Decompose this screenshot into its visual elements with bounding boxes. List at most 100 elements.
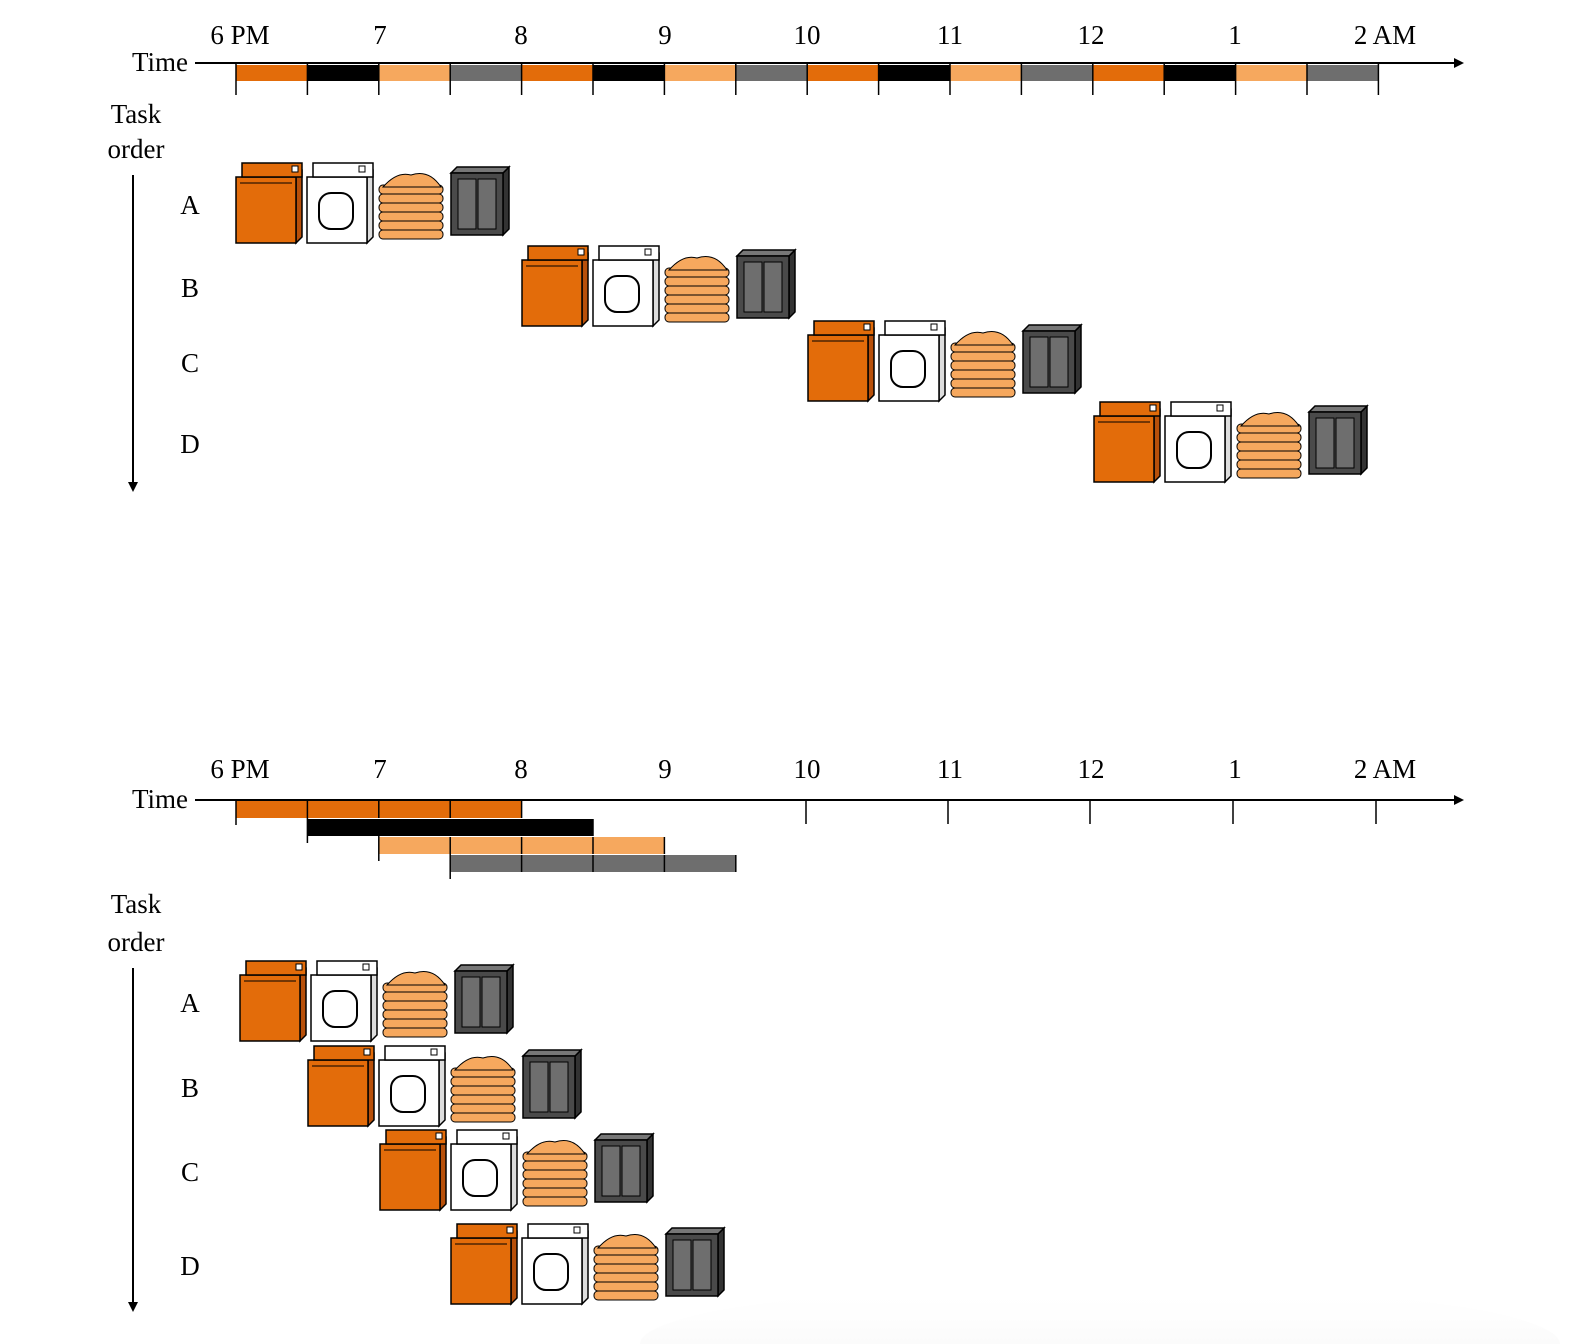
dryer-window: [462, 1159, 498, 1197]
time-label: Time: [132, 784, 188, 814]
washer-panel: [241, 162, 303, 178]
time-tick-label: 1: [1228, 754, 1242, 784]
closet-side: [502, 165, 510, 237]
folded-cloth: [450, 1103, 516, 1114]
folded-cloth: [950, 387, 1016, 398]
stage-slot: [1307, 65, 1379, 81]
dryer-side: [938, 327, 946, 403]
washer-side: [1153, 408, 1161, 484]
stage-slot: [1235, 65, 1307, 81]
dryer-knob: [362, 963, 370, 971]
closet-door: [481, 976, 501, 1028]
folded-cloth: [382, 1000, 448, 1011]
task-order-label: Task: [111, 99, 162, 129]
closet-side: [574, 1048, 582, 1120]
closet-top: [1021, 324, 1083, 332]
closet-door: [1029, 336, 1049, 388]
dryer-knob: [358, 165, 366, 173]
washer-body: [307, 1059, 369, 1127]
time-tick-label: 8: [514, 20, 528, 50]
closet-door: [1335, 417, 1355, 469]
folded-cloth: [950, 360, 1016, 371]
time-tick-label: 11: [937, 754, 963, 784]
washer-knob: [863, 323, 871, 331]
closet-side: [717, 1226, 725, 1298]
dryer-window: [1176, 431, 1212, 469]
washer-side: [439, 1136, 447, 1212]
washer-knob: [295, 963, 303, 971]
task-row: [307, 1045, 583, 1128]
dryer-panel: [384, 1045, 446, 1061]
closet-side: [506, 963, 514, 1035]
cloth-top: [453, 1056, 514, 1071]
cloth-top: [525, 1140, 586, 1155]
time-tick-label: 12: [1078, 20, 1105, 50]
task-row: [239, 960, 515, 1043]
folded-cloth: [382, 1009, 448, 1020]
folded-cloth: [378, 193, 444, 204]
cloth-top: [381, 173, 442, 188]
folded-cloth: [450, 1094, 516, 1105]
closet-top: [664, 1227, 726, 1235]
closet-top: [449, 166, 511, 174]
washer-panel: [313, 1045, 375, 1061]
dryer-knob: [1216, 404, 1224, 412]
washer-body: [379, 1143, 441, 1211]
washer-side: [299, 967, 307, 1043]
task-row: [1093, 401, 1369, 484]
washer-body: [807, 334, 869, 402]
dryer-side: [366, 169, 374, 245]
closet-top: [593, 1133, 655, 1141]
folded-cloth: [593, 1272, 659, 1283]
dryer-side: [438, 1052, 446, 1128]
washer-panel: [1099, 401, 1161, 417]
folded-cloth: [378, 202, 444, 213]
folded-cloth: [378, 229, 444, 240]
folded-cloth: [1236, 468, 1302, 479]
time-tick-label: 2 AM: [1354, 754, 1416, 784]
dryer-panel: [884, 320, 946, 336]
folded-cloth: [382, 1018, 448, 1029]
dryer-knob: [502, 1132, 510, 1140]
folded-cloth: [593, 1290, 659, 1301]
folded-cloth: [378, 220, 444, 231]
closet-top: [735, 249, 797, 257]
folded-cloth: [522, 1169, 588, 1180]
folded-cloth: [450, 1076, 516, 1087]
time-tick-label: 2 AM: [1354, 20, 1416, 50]
washer-panel: [385, 1129, 447, 1145]
cloth-top: [953, 331, 1014, 346]
dryer-knob: [644, 248, 652, 256]
task-row: [521, 245, 797, 328]
laundry-diagram: Time 6 PM 7 8 9 10 11 12 1 2 AM Task order A B C D: [108, 754, 1464, 1312]
folded-cloth: [450, 1112, 516, 1123]
time-tick-label: 10: [794, 754, 821, 784]
folded-cloth: [522, 1187, 588, 1198]
dryer-window: [390, 1075, 426, 1113]
closet-door: [601, 1145, 621, 1197]
stage-slot: [1164, 65, 1236, 81]
stage-slot: [807, 65, 879, 81]
task-label: D: [180, 429, 200, 459]
folded-cloth: [950, 378, 1016, 389]
washer-body: [239, 974, 301, 1042]
folded-cloth: [593, 1263, 659, 1274]
closet-side: [788, 248, 796, 320]
folded-cloth: [1236, 459, 1302, 470]
washer-side: [867, 327, 875, 403]
dryer-panel: [456, 1129, 518, 1145]
closet-door: [763, 261, 783, 313]
task-label: B: [181, 273, 199, 303]
folded-cloth: [522, 1160, 588, 1171]
washer-knob: [291, 165, 299, 173]
folded-cloth: [382, 991, 448, 1002]
dryer-window: [322, 990, 358, 1028]
dryer-panel: [527, 1223, 589, 1239]
closet-side: [1074, 323, 1082, 395]
washer-side: [367, 1052, 375, 1128]
stage-slot: [1021, 65, 1093, 81]
cloth-top: [1239, 412, 1300, 427]
washer-body: [521, 259, 583, 327]
dryer-side: [1224, 408, 1232, 484]
closet-door: [1315, 417, 1335, 469]
